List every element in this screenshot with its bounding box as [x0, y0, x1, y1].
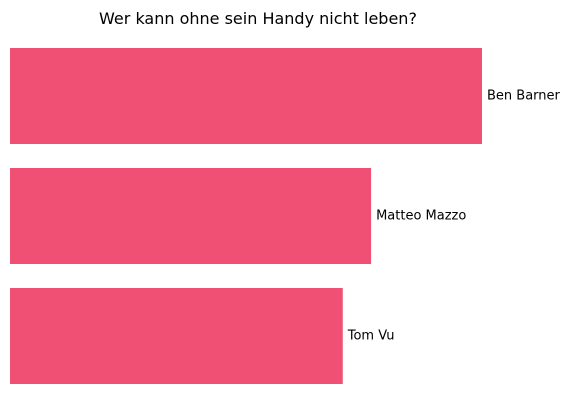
- bar-matteo-mazzo: [10, 168, 372, 264]
- chart-title: Wer kann ohne sein Handy nicht leben?: [99, 9, 417, 28]
- bar-label-matteo-mazzo: Matteo Mazzo: [376, 209, 466, 224]
- bars-group: [10, 48, 482, 384]
- bar-ben-barner: [10, 48, 482, 144]
- bar-label-ben-barner: Ben Barner: [487, 89, 561, 104]
- bar-tom-vu: [10, 288, 343, 384]
- bar-label-tom-vu: Tom Vu: [347, 329, 395, 344]
- bar-labels-group: Ben Barner Matteo Mazzo Tom Vu: [347, 89, 561, 344]
